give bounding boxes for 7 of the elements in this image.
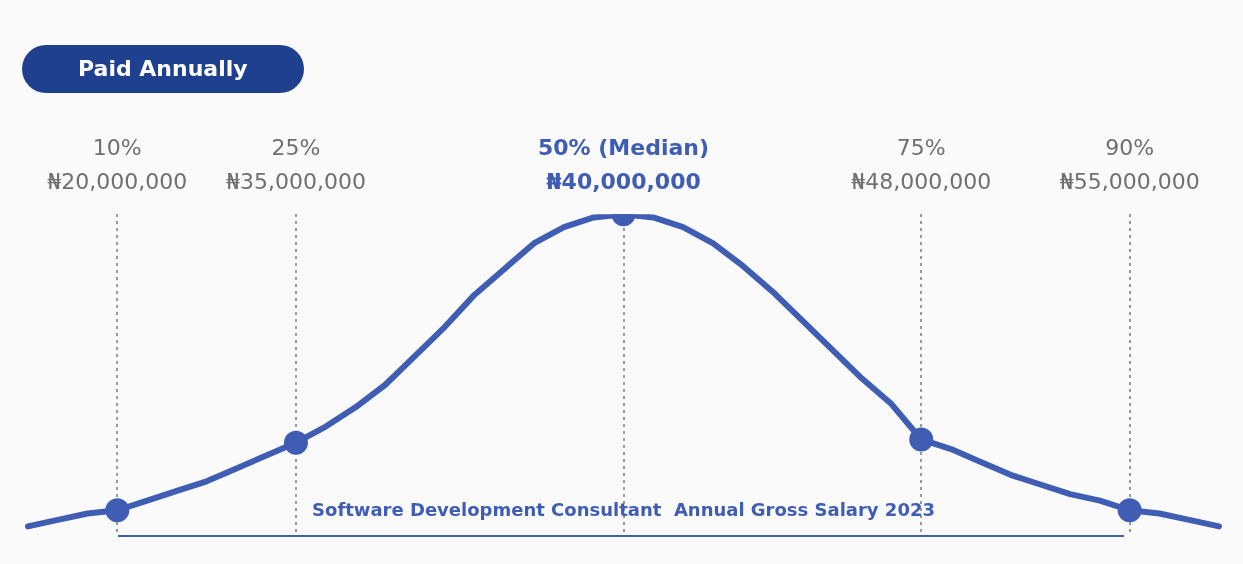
x-tick-label: 25% ₦35,000,000 bbox=[225, 134, 366, 194]
x-tick-label: 10% ₦20,000,000 bbox=[47, 134, 188, 194]
x-tick-label: 75% ₦48,000,000 bbox=[851, 134, 992, 194]
chart-title: Paid Annually bbox=[22, 45, 304, 93]
x-tick-label: 50% (Median) ₦40,000,000 bbox=[537, 134, 710, 194]
x-tick-label: 90% ₦55,000,000 bbox=[1059, 134, 1200, 194]
annotation: Software Development Consultant Annual Gross Salary 2023 bbox=[312, 499, 935, 520]
